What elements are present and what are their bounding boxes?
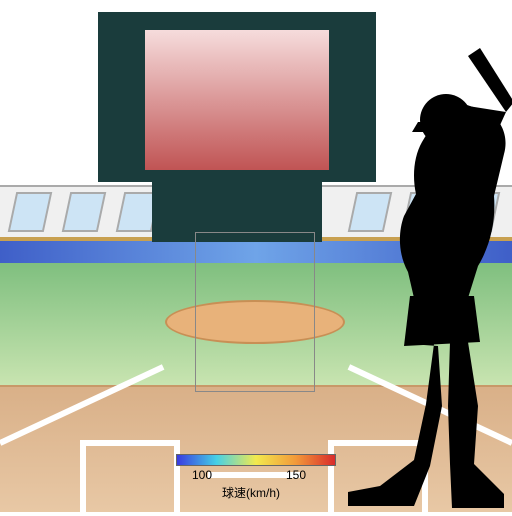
speed-legend-bar [176,454,336,466]
speed-legend-label: 球速(km/h) [222,484,280,501]
batter-box-line [174,440,180,512]
batter-box-line [80,440,86,512]
scoreboard-screen [145,30,329,170]
speed-legend-tick: 100 [192,468,212,482]
batter-box-line [80,440,180,446]
strike-zone [195,232,315,392]
speed-legend-tick: 150 [286,468,306,482]
batter-silhouette [318,46,512,516]
